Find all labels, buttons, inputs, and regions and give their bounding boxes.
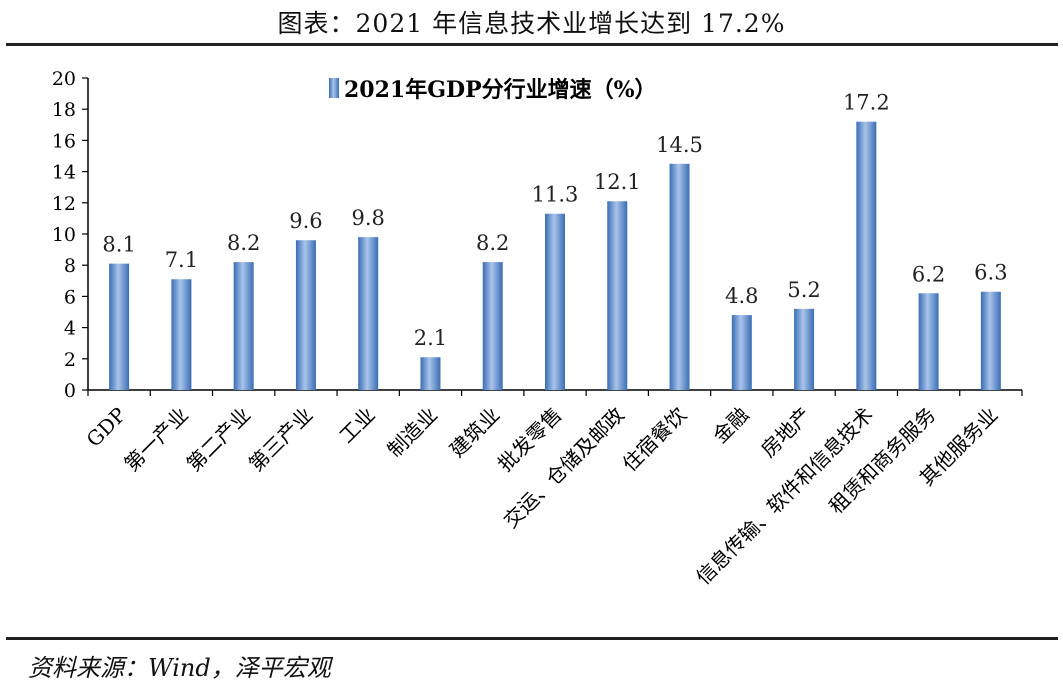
legend-label: 2021年GDP分行业增速（%） xyxy=(344,77,657,103)
x-tick-label: GDP xyxy=(82,403,131,452)
y-tick-label: 16 xyxy=(52,130,76,152)
y-tick-label: 10 xyxy=(52,224,76,246)
bar xyxy=(856,121,877,391)
bar xyxy=(918,293,939,390)
x-tick-label: 住宿餐饮 xyxy=(618,403,692,477)
y-tick-label: 18 xyxy=(52,99,76,121)
data-label: 8.2 xyxy=(476,231,509,255)
chart-bars xyxy=(109,121,1001,391)
bar xyxy=(482,262,503,390)
bar xyxy=(545,213,565,390)
data-label: 9.6 xyxy=(289,209,322,233)
chart-x-tick-labels: GDP第一产业第二产业第三产业 工业 制造业 建筑业批发零售交运、仓储及邮政住宿餐饮金… xyxy=(82,403,1003,590)
x-tick-label: 制造业 xyxy=(383,403,442,462)
data-label: 8.2 xyxy=(227,231,260,255)
x-tick-label: 金融 xyxy=(708,403,753,448)
x-tick-label: 第二产业 xyxy=(182,403,256,477)
y-tick-label: 6 xyxy=(64,286,76,308)
data-label: 11.3 xyxy=(532,183,579,207)
y-tick-label: 8 xyxy=(64,255,76,277)
y-tick-label: 0 xyxy=(64,380,76,402)
bar xyxy=(171,279,192,390)
legend-swatch xyxy=(329,78,339,98)
chart-legend: 2021年GDP分行业增速（%） xyxy=(329,77,657,103)
data-label: 6.2 xyxy=(912,262,945,286)
top-divider xyxy=(6,43,1058,46)
data-label: 4.8 xyxy=(725,284,758,308)
data-label: 6.3 xyxy=(974,261,1007,285)
data-label: 17.2 xyxy=(843,91,890,115)
bar xyxy=(980,291,1001,390)
chart-axes: 0 2 4 6 8 10 12 14 16 18 20 xyxy=(52,68,1023,402)
bar xyxy=(295,240,316,390)
x-tick-label: 工业 xyxy=(334,403,379,448)
data-label: 8.1 xyxy=(102,233,135,257)
x-tick-label: 房地产 xyxy=(756,403,815,462)
bar xyxy=(420,357,441,390)
bar xyxy=(669,163,690,390)
data-label: 9.8 xyxy=(351,206,384,230)
data-label: 2.1 xyxy=(414,326,447,350)
y-tick-label: 20 xyxy=(52,68,76,90)
y-tick-label: 14 xyxy=(52,162,76,184)
bar xyxy=(607,201,628,390)
data-label: 14.5 xyxy=(656,133,703,157)
x-tick-label: 建筑业 xyxy=(445,403,504,462)
x-tick-label: 第三产业 xyxy=(244,403,318,477)
bottom-divider xyxy=(6,637,1058,640)
data-label: 5.2 xyxy=(787,278,820,302)
data-label: 7.1 xyxy=(165,248,198,272)
chart-value-labels: 8.1 7.1 8.2 9.6 9.8 2.1 8.2 11.3 12.1 14.5 4.8 5.2 1… xyxy=(102,91,1007,351)
bar xyxy=(109,263,130,390)
bar xyxy=(233,262,254,390)
x-tick-label: 租赁和商务服务 xyxy=(824,403,940,519)
bar xyxy=(731,315,752,390)
y-tick-label: 4 xyxy=(64,318,76,340)
data-label: 12.1 xyxy=(594,170,641,194)
bar xyxy=(358,237,379,390)
y-tick-label: 2 xyxy=(64,349,76,371)
x-tick-label: 第一产业 xyxy=(119,403,193,477)
y-tick-label: 12 xyxy=(52,193,76,215)
bar xyxy=(794,308,815,390)
page-title: 图表：2021 年信息技术业增长达到 17.2% xyxy=(277,9,786,38)
source-note: 资料来源：Wind，泽平宏观 xyxy=(28,654,331,682)
